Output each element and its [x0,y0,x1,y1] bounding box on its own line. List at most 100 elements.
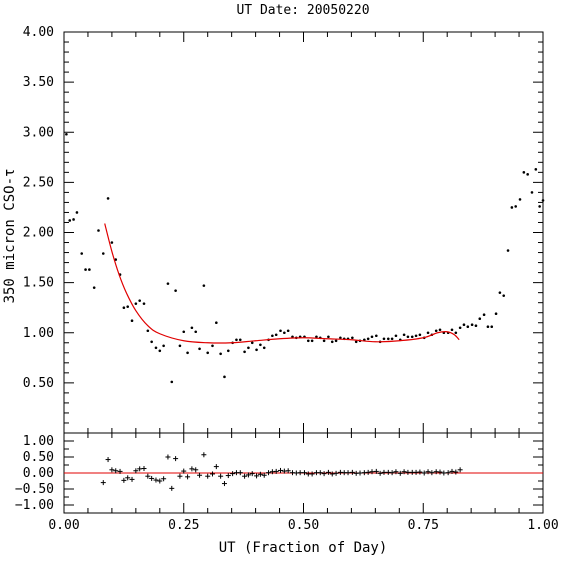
residual-data-point [165,454,171,460]
main-data-point [122,306,126,309]
main-data-point [219,352,222,356]
residual-data-point [453,469,459,475]
residual-data-point [257,471,263,477]
main-data-point [72,218,75,221]
residual-data-point [369,469,375,475]
main-data-point [154,346,158,350]
chart-title: UT Date: 20050220 [236,3,369,18]
main-data-point [478,317,482,321]
residual-data-point [205,473,211,479]
residual-data-point [266,470,272,476]
main-data-point [390,337,394,341]
main-data-point [80,252,84,255]
residual-y-tick-label: −1.00 [15,498,54,513]
main-data-point [186,351,189,355]
main-data-point [351,336,354,340]
main-data-point [502,294,506,297]
residual-data-point [193,467,199,473]
residual-y-tick-label: −0.50 [15,482,54,497]
main-data-point [162,344,165,348]
residual-data-point [357,470,363,476]
main-data-points [65,132,545,384]
main-data-point [454,331,458,335]
residual-data-point [441,470,447,476]
residual-data-point [381,469,387,475]
residual-data-point [405,469,411,475]
residual-data-point [401,469,407,475]
main-data-point [206,351,209,355]
residual-data-point [417,469,423,475]
residual-data-point [325,469,331,475]
main-data-point [306,339,310,343]
residual-data-point [145,473,151,479]
y-axis-label: 350 micron CSO-τ [2,169,18,304]
residual-data-point [161,476,167,482]
residual-data-point [242,473,248,479]
main-data-point [322,339,326,343]
main-data-point [198,347,201,351]
main-data-point [438,328,442,332]
residual-data-point [333,470,339,476]
residual-data-point [201,452,207,458]
main-data-point [474,324,478,328]
residual-data-point [365,469,371,475]
main-data-point [250,341,254,345]
residual-data-point [157,478,163,484]
residual-data-point [109,467,115,473]
residual-data-point [345,470,351,476]
main-data-point [130,319,134,323]
residual-data-point [389,470,395,476]
main-data-point [238,338,242,342]
main-data-point [134,302,138,305]
residual-data-point [429,470,435,476]
main-data-point [126,305,130,308]
main-data-point [291,335,294,339]
residual-data-point [457,467,463,473]
main-data-point [150,340,153,344]
main-data-point [522,171,526,174]
residual-data-point [121,477,127,483]
main-data-point [146,329,150,333]
residual-data-point [113,468,119,474]
main-data-point [482,313,486,317]
residual-data-point [245,472,251,478]
residual-data-point [173,456,179,462]
main-y-tick-label: 2.00 [23,226,54,241]
residual-data-point [149,475,155,481]
main-y-tick-label: 0.50 [23,376,54,391]
residual-data-point [237,470,243,476]
main-data-point [330,340,334,344]
main-data-point [286,329,290,333]
main-data-point [334,339,338,343]
main-data-point [406,335,410,339]
main-data-point [211,344,214,348]
x-tick-label: 0.25 [168,518,199,533]
residual-data-point [129,476,135,482]
main-data-point [462,323,466,327]
main-plot-frame [63,31,544,434]
residual-data-point [141,466,147,472]
main-data-point [394,334,398,338]
residual-data-point [397,470,403,476]
x-tick-label: 0.50 [288,518,319,533]
residual-data-point [273,468,279,474]
residual-data-point [209,471,215,477]
main-data-point [541,199,545,202]
residual-data-point [117,468,123,474]
main-data-point [92,286,96,289]
main-data-point [243,350,246,354]
main-data-point [101,252,105,255]
residual-data-point [221,481,227,487]
main-y-tick-labels: 0.50 1.00 1.50 2.00 2.50 3.00 3.50 4.00 [23,25,54,391]
main-data-point [262,346,266,350]
residual-data-point [285,468,291,474]
main-y-tick-label: 1.50 [23,276,54,291]
main-data-point [166,282,170,285]
main-data-point [106,197,110,200]
residual-data-point [254,473,260,479]
residual-y-tick-label: 1.00 [23,434,54,449]
residual-data-point [225,473,231,479]
x-tick-label: 0.75 [408,518,439,533]
residual-y-tick-label: 0.50 [23,450,54,465]
